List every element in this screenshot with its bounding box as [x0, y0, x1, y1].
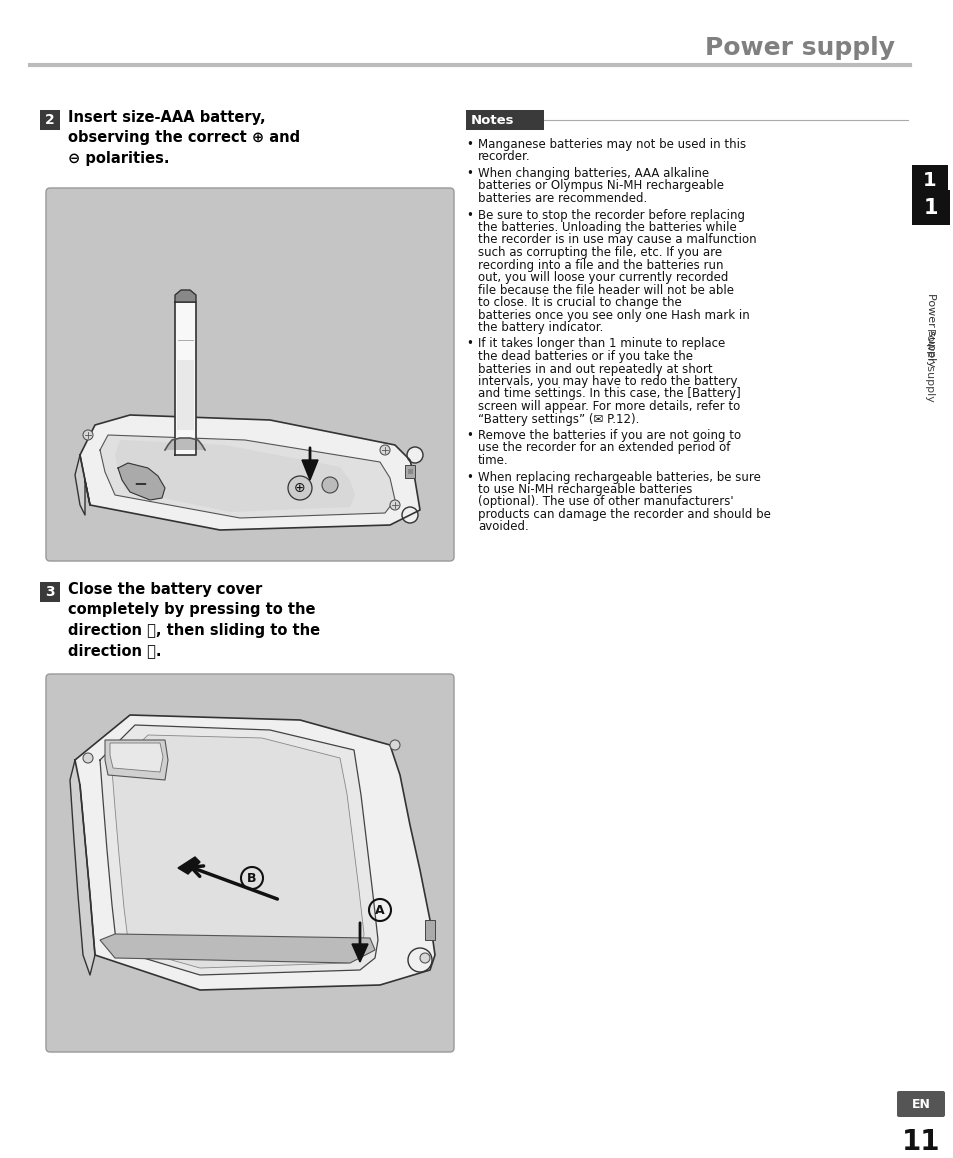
Text: •: •: [465, 208, 473, 221]
Text: If it takes longer than 1 minute to replace: If it takes longer than 1 minute to repl…: [477, 337, 724, 351]
Polygon shape: [118, 463, 165, 500]
Circle shape: [390, 740, 399, 750]
FancyBboxPatch shape: [46, 674, 454, 1051]
Circle shape: [322, 477, 337, 493]
Bar: [911, 195, 947, 225]
Text: “Battery settings” (✉ P.12).: “Battery settings” (✉ P.12).: [477, 412, 639, 425]
Text: to close. It is crucial to change the: to close. It is crucial to change the: [477, 296, 681, 309]
Text: 11: 11: [901, 1128, 940, 1156]
Polygon shape: [70, 760, 95, 975]
Polygon shape: [177, 360, 193, 430]
Polygon shape: [100, 435, 395, 518]
Text: batteries are recommended.: batteries are recommended.: [477, 192, 646, 205]
Polygon shape: [112, 735, 364, 968]
Text: Remove the batteries if you are not going to: Remove the batteries if you are not goin…: [477, 428, 740, 442]
Polygon shape: [165, 438, 205, 450]
Text: the dead batteries or if you take the: the dead batteries or if you take the: [477, 350, 692, 362]
Text: (optional). The use of other manufacturers': (optional). The use of other manufacture…: [477, 496, 733, 508]
Text: When replacing rechargeable batteries, be sure: When replacing rechargeable batteries, b…: [477, 470, 760, 484]
Text: recorder.: recorder.: [477, 151, 530, 163]
Bar: [465, 110, 543, 130]
Polygon shape: [75, 714, 435, 990]
Polygon shape: [352, 944, 368, 962]
Text: Manganese batteries may not be used in this: Manganese batteries may not be used in t…: [477, 138, 745, 151]
Text: the batteries. Unloading the batteries while: the batteries. Unloading the batteries w…: [477, 221, 736, 234]
Polygon shape: [100, 935, 375, 963]
Polygon shape: [75, 455, 90, 515]
Text: batteries or Olympus Ni-MH rechargeable: batteries or Olympus Ni-MH rechargeable: [477, 179, 723, 192]
Polygon shape: [105, 740, 168, 780]
Text: Power supply: Power supply: [704, 36, 894, 60]
Text: intervals, you may have to redo the battery: intervals, you may have to redo the batt…: [477, 375, 737, 388]
Text: When changing batteries, AAA alkaline: When changing batteries, AAA alkaline: [477, 167, 708, 179]
Text: •: •: [465, 470, 473, 484]
Circle shape: [407, 447, 422, 463]
Bar: [911, 190, 949, 225]
Bar: [40, 582, 60, 602]
FancyBboxPatch shape: [46, 188, 454, 560]
Text: Power supply: Power supply: [925, 293, 935, 367]
Text: screen will appear. For more details, refer to: screen will appear. For more details, re…: [477, 400, 740, 413]
Text: batteries once you see only one Hash mark in: batteries once you see only one Hash mar…: [477, 308, 749, 322]
Text: −: −: [132, 474, 147, 492]
Text: Notes: Notes: [471, 113, 514, 126]
Text: Be sure to stop the recorder before replacing: Be sure to stop the recorder before repl…: [477, 208, 744, 221]
Text: •: •: [465, 337, 473, 351]
Text: use the recorder for an extended period of: use the recorder for an extended period …: [477, 441, 730, 454]
Circle shape: [419, 953, 430, 963]
Polygon shape: [110, 743, 163, 772]
Text: such as corrupting the file, etc. If you are: such as corrupting the file, etc. If you…: [477, 245, 721, 259]
Text: •: •: [465, 167, 473, 179]
Polygon shape: [424, 919, 435, 940]
Text: products can damage the recorder and should be: products can damage the recorder and sho…: [477, 508, 770, 521]
Text: ⊕: ⊕: [294, 481, 306, 494]
Circle shape: [379, 445, 390, 455]
Polygon shape: [80, 415, 419, 530]
Text: to use Ni-MH rechargeable batteries: to use Ni-MH rechargeable batteries: [477, 483, 692, 496]
Text: the recorder is in use may cause a malfunction: the recorder is in use may cause a malfu…: [477, 234, 756, 247]
Text: out, you will loose your currently recorded: out, you will loose your currently recor…: [477, 271, 727, 284]
Text: batteries in and out repeatedly at short: batteries in and out repeatedly at short: [477, 362, 712, 375]
Circle shape: [408, 948, 432, 972]
Circle shape: [83, 753, 92, 763]
Polygon shape: [115, 440, 355, 512]
Text: file because the file header will not be able: file because the file header will not be…: [477, 284, 733, 296]
Text: Insert size-AAA battery,
observing the correct ⊕ and
⊖ polarities.: Insert size-AAA battery, observing the c…: [68, 110, 300, 166]
Text: 1: 1: [923, 198, 937, 218]
Text: avoided.: avoided.: [477, 520, 528, 534]
Text: Power supply: Power supply: [924, 328, 934, 402]
Bar: [911, 164, 947, 195]
Text: B: B: [247, 872, 256, 885]
Text: 2: 2: [45, 113, 55, 127]
Text: A: A: [375, 903, 384, 916]
FancyBboxPatch shape: [896, 1091, 944, 1117]
Polygon shape: [100, 725, 377, 975]
Text: and time settings. In this case, the [Battery]: and time settings. In this case, the [Ba…: [477, 388, 740, 401]
Text: time.: time.: [477, 454, 508, 467]
Bar: [40, 110, 60, 130]
Polygon shape: [302, 460, 317, 481]
Text: EN: EN: [911, 1098, 929, 1111]
Text: 3: 3: [45, 585, 54, 599]
Text: •: •: [465, 428, 473, 442]
Circle shape: [83, 430, 92, 440]
Circle shape: [390, 500, 399, 510]
Polygon shape: [178, 857, 200, 874]
Polygon shape: [174, 302, 195, 455]
Polygon shape: [408, 469, 413, 474]
Polygon shape: [174, 290, 195, 302]
Text: •: •: [465, 138, 473, 151]
Text: 1: 1: [923, 170, 936, 190]
Text: recording into a file and the batteries run: recording into a file and the batteries …: [477, 258, 722, 271]
Circle shape: [288, 476, 312, 500]
Circle shape: [401, 507, 417, 523]
Text: the battery indicator.: the battery indicator.: [477, 321, 602, 334]
Polygon shape: [405, 466, 415, 478]
Text: Close the battery cover
completely by pressing to the
direction Ⓐ, then sliding : Close the battery cover completely by pr…: [68, 582, 320, 658]
